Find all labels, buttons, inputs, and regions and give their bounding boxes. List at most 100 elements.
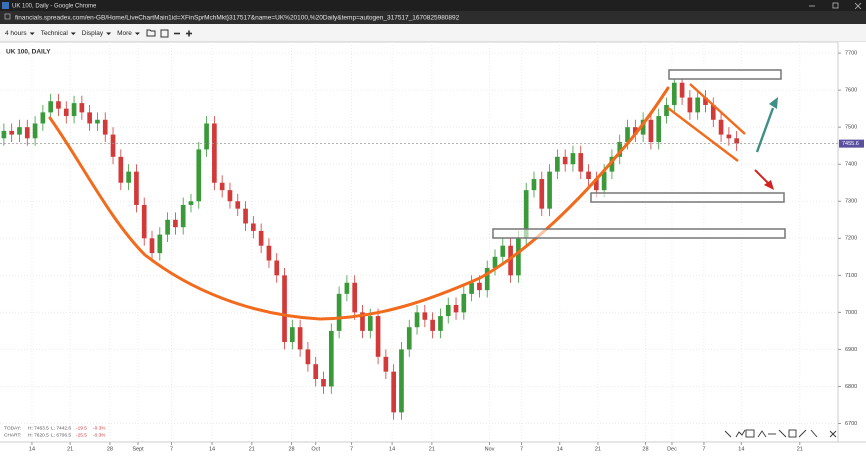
candle-body bbox=[180, 204, 186, 228]
candle-body bbox=[48, 101, 54, 113]
menu-item[interactable]: Display bbox=[82, 30, 104, 37]
address-bar bbox=[0, 11, 866, 24]
tool[interactable] bbox=[810, 429, 818, 438]
candle-body bbox=[235, 201, 241, 209]
y-tick-label: 7700 bbox=[845, 51, 857, 57]
toolbar-items: 4 hours Technical Display More bbox=[5, 30, 140, 37]
toolbar-icons bbox=[146, 29, 192, 38]
stat-change: -25.5 bbox=[76, 432, 87, 438]
tool[interactable] bbox=[724, 430, 732, 438]
x-tick-label: 28 bbox=[288, 446, 294, 452]
x-tick-label: 7 bbox=[520, 446, 523, 452]
dropdown-caret bbox=[70, 32, 76, 35]
candle-body bbox=[687, 97, 693, 113]
y-tick-label: 6800 bbox=[845, 384, 857, 390]
candle-body bbox=[438, 316, 443, 331]
candle-body bbox=[671, 82, 677, 105]
candle-body bbox=[173, 219, 178, 228]
candle-body bbox=[477, 282, 482, 291]
candle-body bbox=[321, 379, 326, 387]
menu-item[interactable]: More bbox=[117, 30, 132, 37]
candle-body bbox=[165, 219, 170, 235]
candle-body bbox=[399, 349, 404, 413]
stats: TODAY: H: 7463.5 L: 7442.6 -19.5 -0.3% CHART:… bbox=[4, 425, 106, 438]
candle-body bbox=[640, 119, 646, 135]
x-tick-label: 14 bbox=[209, 446, 215, 452]
title-bar bbox=[0, 0, 866, 11]
x-tick-label: 14 bbox=[557, 446, 563, 452]
chart: 6700 6800 6900 7000 7100 7200 7300 7400 7500 7600… bbox=[0, 42, 866, 452]
x-tick-label: 14 bbox=[738, 446, 744, 452]
candle-body bbox=[508, 245, 513, 276]
candle-body bbox=[227, 190, 233, 202]
candle-body bbox=[9, 130, 15, 135]
arrow-head bbox=[764, 180, 774, 190]
candle-body bbox=[469, 282, 474, 294]
x-tick-label: Dec bbox=[667, 446, 677, 452]
candle-body bbox=[531, 179, 537, 191]
candle-body bbox=[266, 245, 272, 261]
annotations bbox=[48, 69, 786, 321]
candle-body bbox=[196, 149, 202, 202]
axis-panel bbox=[838, 42, 866, 442]
arrow-down bbox=[754, 169, 769, 184]
dropdown-caret bbox=[134, 32, 140, 35]
candle-body bbox=[570, 153, 576, 165]
tool[interactable] bbox=[757, 430, 767, 438]
candle-body bbox=[40, 112, 46, 124]
tool[interactable] bbox=[735, 429, 746, 438]
cup-curve bbox=[48, 86, 670, 321]
candle-body bbox=[632, 127, 638, 135]
candle-body bbox=[212, 123, 217, 183]
candle-body bbox=[679, 82, 685, 98]
y-tick-label: 7000 bbox=[845, 310, 857, 316]
zone-box bbox=[492, 228, 786, 239]
stat-low: L: 6706.5 bbox=[51, 432, 71, 438]
y-tick-label: 7500 bbox=[845, 125, 857, 131]
candle-body bbox=[375, 316, 381, 357]
x-tick-label: Oct bbox=[311, 446, 320, 452]
candle-body bbox=[718, 119, 724, 135]
candle-body bbox=[282, 275, 287, 342]
chart-title: UK 100, DAILY bbox=[6, 49, 51, 56]
stat-high: H: 7463.5 bbox=[28, 425, 49, 431]
candle-body bbox=[367, 316, 373, 331]
y-tick-label: 7300 bbox=[845, 199, 857, 205]
candle-body bbox=[243, 208, 248, 224]
close-tool[interactable] bbox=[829, 430, 837, 438]
y-tick-label: 7100 bbox=[845, 273, 857, 279]
stat-label: TODAY: bbox=[4, 425, 21, 431]
dropdown-caret bbox=[106, 32, 112, 35]
candle-body bbox=[157, 234, 163, 254]
tool[interactable] bbox=[778, 429, 787, 438]
candle-body bbox=[578, 153, 584, 172]
candle-body bbox=[204, 123, 209, 150]
x-tick-label: 28 bbox=[642, 446, 648, 452]
candle-body bbox=[547, 171, 552, 209]
url[interactable]: financials.spreadex.com/en-GB/Home/LiveC… bbox=[15, 15, 460, 22]
menu-item[interactable]: 4 hours bbox=[5, 30, 27, 37]
y-tick-label: 7400 bbox=[845, 162, 857, 168]
candle-body bbox=[601, 171, 607, 191]
tool[interactable] bbox=[788, 429, 797, 438]
lock-icon bbox=[4, 13, 11, 20]
candle-body bbox=[710, 104, 716, 120]
menu-item[interactable]: Technical bbox=[41, 30, 69, 37]
candle-body bbox=[313, 364, 319, 380]
dropdown-caret bbox=[29, 32, 35, 35]
tool[interactable] bbox=[798, 429, 807, 438]
x-tick-label: 28 bbox=[107, 446, 113, 452]
candle-body bbox=[617, 142, 623, 157]
candle-body bbox=[95, 119, 100, 124]
candle-body bbox=[32, 123, 38, 139]
candle-body bbox=[726, 134, 732, 139]
stat-percent: -0.3% bbox=[93, 432, 106, 438]
tool[interactable] bbox=[745, 429, 755, 438]
candle-body bbox=[516, 238, 521, 276]
arrow-up bbox=[755, 107, 775, 153]
candle-body bbox=[274, 260, 280, 276]
candle-body bbox=[1, 130, 7, 139]
save-icon[interactable] bbox=[160, 29, 169, 38]
open-icon[interactable] bbox=[146, 29, 156, 37]
